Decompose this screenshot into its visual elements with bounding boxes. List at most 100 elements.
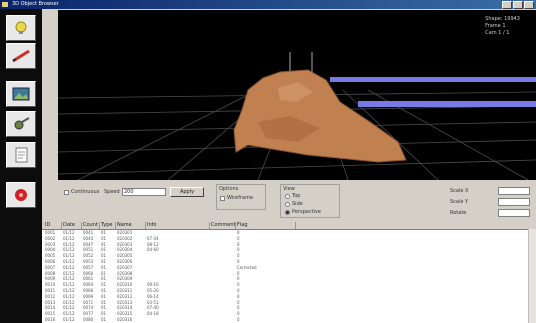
speed-label: Speed bbox=[104, 189, 120, 195]
table-row[interactable]: 0006 01/12 0053 01 020306 0 bbox=[42, 259, 536, 265]
table-row[interactable]: 0010 01/12 0064 01 020310 09-16 0 bbox=[42, 282, 536, 288]
table-row[interactable]: 0011 01/12 0066 01 020311 05-20 0 bbox=[42, 288, 536, 294]
table-cell: 0002 bbox=[45, 235, 56, 241]
window-controls bbox=[502, 1, 534, 9]
document-tool-button[interactable] bbox=[6, 142, 36, 168]
table-cell: 01 bbox=[101, 276, 107, 282]
stop-icon bbox=[15, 189, 27, 201]
table-cell: 01/12 bbox=[63, 276, 75, 282]
column-header[interactable]: Comment bbox=[211, 222, 236, 229]
table-cell: 0069 bbox=[83, 293, 94, 299]
stop-button[interactable] bbox=[6, 182, 36, 208]
table-row[interactable]: 0007 01/12 0057 01 020307 Corrected bbox=[42, 265, 536, 271]
gear-tool-button[interactable] bbox=[6, 111, 36, 137]
table-row[interactable]: 0003 01/12 0047 01 020303 08-12 0 bbox=[42, 242, 536, 248]
3d-viewport[interactable]: Shape: 19943 Frame 1 Cam 1 / 1 bbox=[58, 10, 536, 180]
table-cell: 020316 bbox=[117, 317, 133, 322]
table-row[interactable]: 0001 01/12 0041 01 020301 0 bbox=[42, 230, 536, 236]
records-table[interactable]: ID Date Count Type Name Info Comment Flag 0001 0… bbox=[42, 222, 536, 323]
table-cell: Corrected bbox=[237, 264, 257, 270]
table-cell: 0041 bbox=[83, 230, 94, 235]
table-cell: 01 bbox=[101, 259, 107, 264]
table-cell: 020307 bbox=[117, 264, 133, 270]
image-tool-button[interactable] bbox=[6, 81, 36, 107]
viewport-info: Shape: 19943 Frame 1 Cam 1 / 1 bbox=[485, 16, 520, 37]
table-cell: 0061 bbox=[83, 276, 94, 282]
view-top-label: Top bbox=[292, 193, 301, 199]
table-cell: 020305 bbox=[117, 253, 133, 259]
table-row[interactable]: 0012 01/12 0069 01 020312 06-14 0 bbox=[42, 294, 536, 300]
apply-button[interactable]: Apply bbox=[170, 187, 204, 197]
table-cell: 0 bbox=[237, 317, 240, 322]
maximize-button[interactable] bbox=[513, 1, 523, 9]
blue-bar-top bbox=[330, 77, 536, 82]
table-cell: 020303 bbox=[117, 241, 133, 247]
view-title: View bbox=[283, 186, 295, 192]
pen-icon bbox=[12, 49, 30, 63]
table-cell: 0044 bbox=[83, 235, 94, 241]
table-row[interactable]: 0014 01/12 0074 01 020314 07-40 0 bbox=[42, 305, 536, 311]
table-cell: 0064 bbox=[83, 282, 94, 288]
scale-y-input[interactable] bbox=[498, 198, 530, 206]
table-cell: 01/12 bbox=[63, 264, 75, 270]
table-row[interactable]: 0002 01/12 0044 01 020302 07-34 0 bbox=[42, 236, 536, 242]
table-cell: 0 bbox=[237, 235, 240, 241]
minimize-button[interactable] bbox=[502, 1, 512, 9]
table-cell: 020309 bbox=[117, 276, 133, 282]
table-cell: 01 bbox=[101, 288, 107, 293]
continuous-checkbox[interactable] bbox=[64, 190, 69, 195]
table-cell: 020311 bbox=[117, 288, 133, 293]
gear-icon bbox=[14, 117, 30, 130]
table-row[interactable]: 0008 01/12 0060 01 020308 0 bbox=[42, 271, 536, 277]
info-line: Frame 1 bbox=[485, 23, 506, 29]
table-cell: 01 bbox=[101, 241, 107, 247]
table-cell: 0 bbox=[237, 247, 240, 253]
column-header[interactable]: Info bbox=[146, 222, 210, 229]
pen-tool-button[interactable] bbox=[6, 43, 36, 69]
table-cell: 0 bbox=[237, 293, 240, 299]
column-header[interactable]: Flag bbox=[236, 222, 296, 229]
table-cell: 0066 bbox=[83, 288, 94, 293]
document-icon bbox=[15, 147, 28, 163]
column-header[interactable]: Count bbox=[82, 222, 100, 229]
table-cell: 05-20 bbox=[147, 288, 159, 293]
table-cell: 0057 bbox=[83, 264, 94, 270]
column-header[interactable]: Name bbox=[116, 222, 146, 229]
table-cell: 020306 bbox=[117, 259, 133, 264]
table-cell: 01 bbox=[101, 317, 107, 322]
scale-x-input[interactable] bbox=[498, 187, 530, 195]
rotate-input[interactable] bbox=[498, 209, 530, 217]
table-cell: 0001 bbox=[45, 230, 56, 235]
options-title: Options bbox=[219, 186, 239, 192]
column-header[interactable]: ID bbox=[44, 222, 62, 229]
window-title: 3D Object Browser bbox=[12, 1, 59, 7]
table-cell: 020313 bbox=[117, 299, 133, 305]
table-row[interactable]: 0009 01/12 0061 01 020309 0 bbox=[42, 276, 536, 282]
table-cell: 01 bbox=[101, 264, 107, 270]
wireframe-checkbox[interactable] bbox=[220, 196, 225, 201]
table-row[interactable]: 0005 01/12 0052 01 020305 0 bbox=[42, 253, 536, 259]
table-row[interactable]: 0004 01/12 0051 01 020304 04-60 0 bbox=[42, 247, 536, 253]
speed-input[interactable]: 200 bbox=[122, 188, 166, 196]
table-cell: 0060 bbox=[83, 270, 94, 276]
view-perspective-radio[interactable] bbox=[285, 210, 290, 215]
table-cell bbox=[210, 317, 236, 323]
terrain-model bbox=[233, 69, 407, 163]
table-row[interactable]: 0013 01/12 0071 01 020313 03-51 0 bbox=[42, 300, 536, 306]
table-cell: 04-60 bbox=[147, 247, 159, 253]
close-button[interactable] bbox=[524, 1, 534, 9]
column-header[interactable]: Date bbox=[62, 222, 82, 229]
vertical-scrollbar[interactable] bbox=[528, 229, 536, 323]
column-header[interactable]: Type bbox=[100, 222, 116, 229]
view-top-radio[interactable] bbox=[285, 194, 290, 199]
table-cell: 03-51 bbox=[147, 299, 159, 305]
bulb-tool-button[interactable] bbox=[6, 15, 36, 41]
table-cell: 0 bbox=[237, 282, 240, 288]
table-row[interactable]: 0016 01/12 0080 01 020316 0 bbox=[42, 317, 536, 323]
view-side-radio[interactable] bbox=[285, 202, 290, 207]
table-cell: 0047 bbox=[83, 241, 94, 247]
table-row[interactable]: 0015 01/12 0077 01 020315 04-18 0 bbox=[42, 311, 536, 317]
table-cell: 0 bbox=[237, 230, 240, 235]
table-cell: 020314 bbox=[117, 305, 133, 311]
table-cell: 01 bbox=[101, 311, 107, 317]
